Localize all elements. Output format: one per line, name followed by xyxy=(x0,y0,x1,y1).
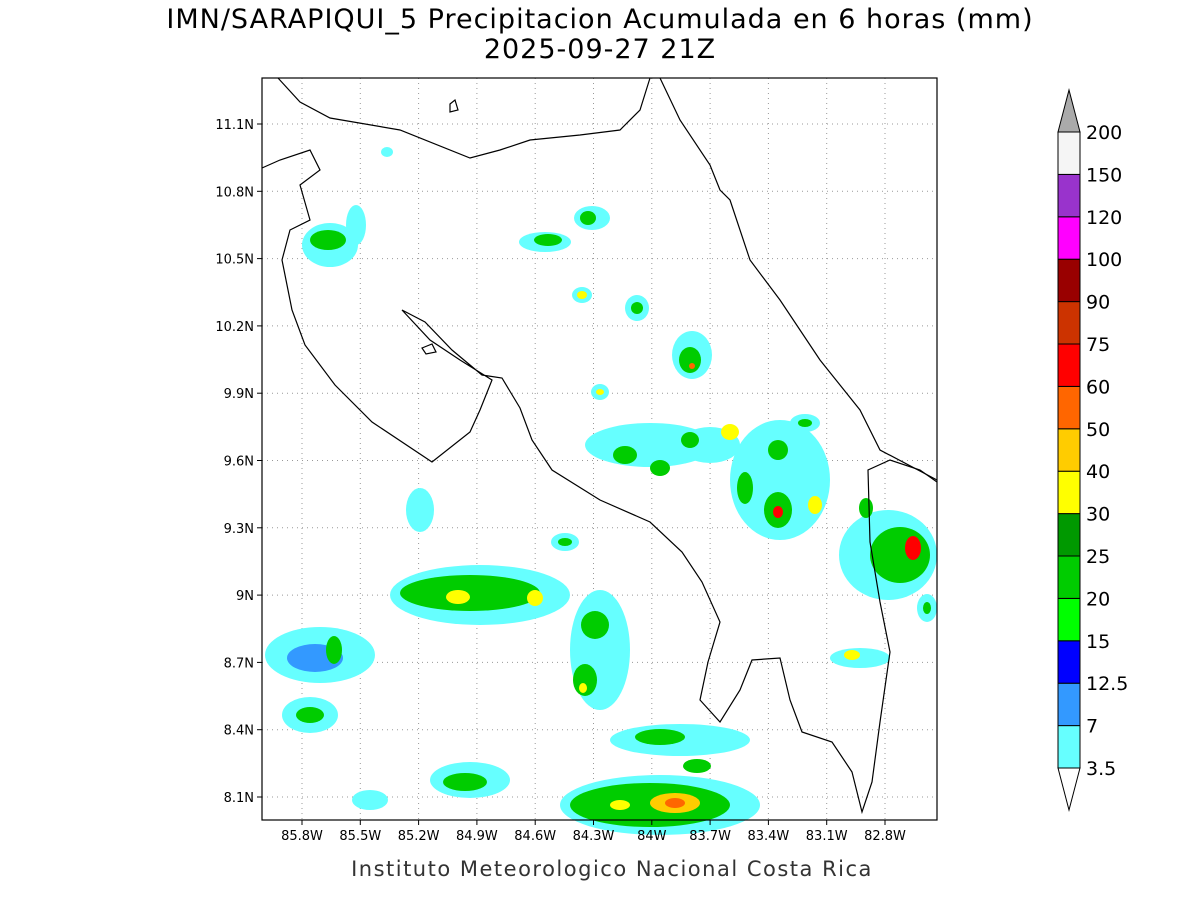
colorbar-box xyxy=(1057,597,1081,642)
colorbar-label: 90 xyxy=(1086,292,1110,314)
colorbar-label: 60 xyxy=(1086,376,1110,398)
lat-label: 9.3N xyxy=(224,522,254,537)
colorbar-box xyxy=(1057,385,1081,430)
lat-label: 8.7N xyxy=(224,656,254,671)
colorbar-label: 20 xyxy=(1086,588,1110,610)
colorbar-box xyxy=(1057,216,1081,260)
colorbar-arrow xyxy=(1057,88,1081,133)
colorbar-arrow xyxy=(1057,767,1081,812)
lat-label: 8.1N xyxy=(224,791,254,806)
colorbar-label: 12.5 xyxy=(1086,673,1128,695)
lon-label: 85.8W xyxy=(281,829,323,844)
colorbar-box xyxy=(1057,725,1081,769)
lon-label: 83.7W xyxy=(689,829,731,844)
colorbar-box xyxy=(1057,343,1081,387)
colorbar-label: 75 xyxy=(1086,334,1110,356)
colorbar-box xyxy=(1057,470,1081,515)
footer: Instituto Meteorologico Nacional Costa R… xyxy=(351,857,873,881)
colorbar-label: 7 xyxy=(1086,716,1098,738)
lat-label: 10.8N xyxy=(215,185,254,200)
colorbar-box xyxy=(1057,555,1081,599)
lon-label: 82.8W xyxy=(864,829,906,844)
lon-label: 85.5W xyxy=(339,829,381,844)
lat-label: 10.2N xyxy=(215,320,254,335)
colorbar-label: 100 xyxy=(1086,249,1122,271)
coastline xyxy=(261,77,938,815)
lon-label: 84.3W xyxy=(573,829,615,844)
colorbar-box xyxy=(1057,682,1081,727)
map-frame xyxy=(261,77,938,821)
colorbar-label: 30 xyxy=(1086,504,1110,526)
colorbar: 3.5 7 12.5 15 20 25 30 40 50 60 75 90 100 120 150 200 xyxy=(1057,88,1128,812)
lon-label: 83.4W xyxy=(747,829,789,844)
lon-label: 85.2W xyxy=(398,829,440,844)
colorbar-label: 3.5 xyxy=(1086,758,1116,780)
lat-label: 9.6N xyxy=(224,455,254,470)
colorbar-box xyxy=(1057,301,1081,345)
lat-label: 9.9N xyxy=(224,387,254,402)
colorbar-label: 15 xyxy=(1086,631,1110,653)
lon-label: 83.1W xyxy=(806,829,848,844)
colorbar-box xyxy=(1057,131,1081,175)
title: IMN/SARAPIQUI_5 Precipitacion Acumulada … xyxy=(166,4,1033,35)
lon-label: 84.6W xyxy=(514,829,556,844)
colorbar-box xyxy=(1057,258,1081,303)
colorbar-box xyxy=(1057,640,1081,684)
subtitle: 2025-09-27 21Z xyxy=(484,34,716,65)
colorbar-label: 150 xyxy=(1086,164,1122,186)
colorbar-box xyxy=(1057,513,1081,557)
colorbar-label: 25 xyxy=(1086,546,1110,568)
lat-label: 11.1N xyxy=(215,118,254,133)
lat-label: 8.4N xyxy=(224,724,254,739)
lat-label: 10.5N xyxy=(215,253,254,268)
precipitation xyxy=(265,147,937,835)
colorbar-box xyxy=(1057,428,1081,472)
lon-label: 84W xyxy=(637,829,667,844)
map: 85.8W 85.5W 85.2W 84.9W 84.6W 84.3W 84W 83.7W 83… xyxy=(215,77,938,844)
lat-label: 9N xyxy=(236,589,254,604)
colorbar-box xyxy=(1057,173,1081,218)
colorbar-label: 50 xyxy=(1086,419,1110,441)
colorbar-label: 200 xyxy=(1086,122,1122,144)
colorbar-label: 120 xyxy=(1086,207,1122,229)
lon-label: 84.9W xyxy=(456,829,498,844)
colorbar-label: 40 xyxy=(1086,461,1110,483)
